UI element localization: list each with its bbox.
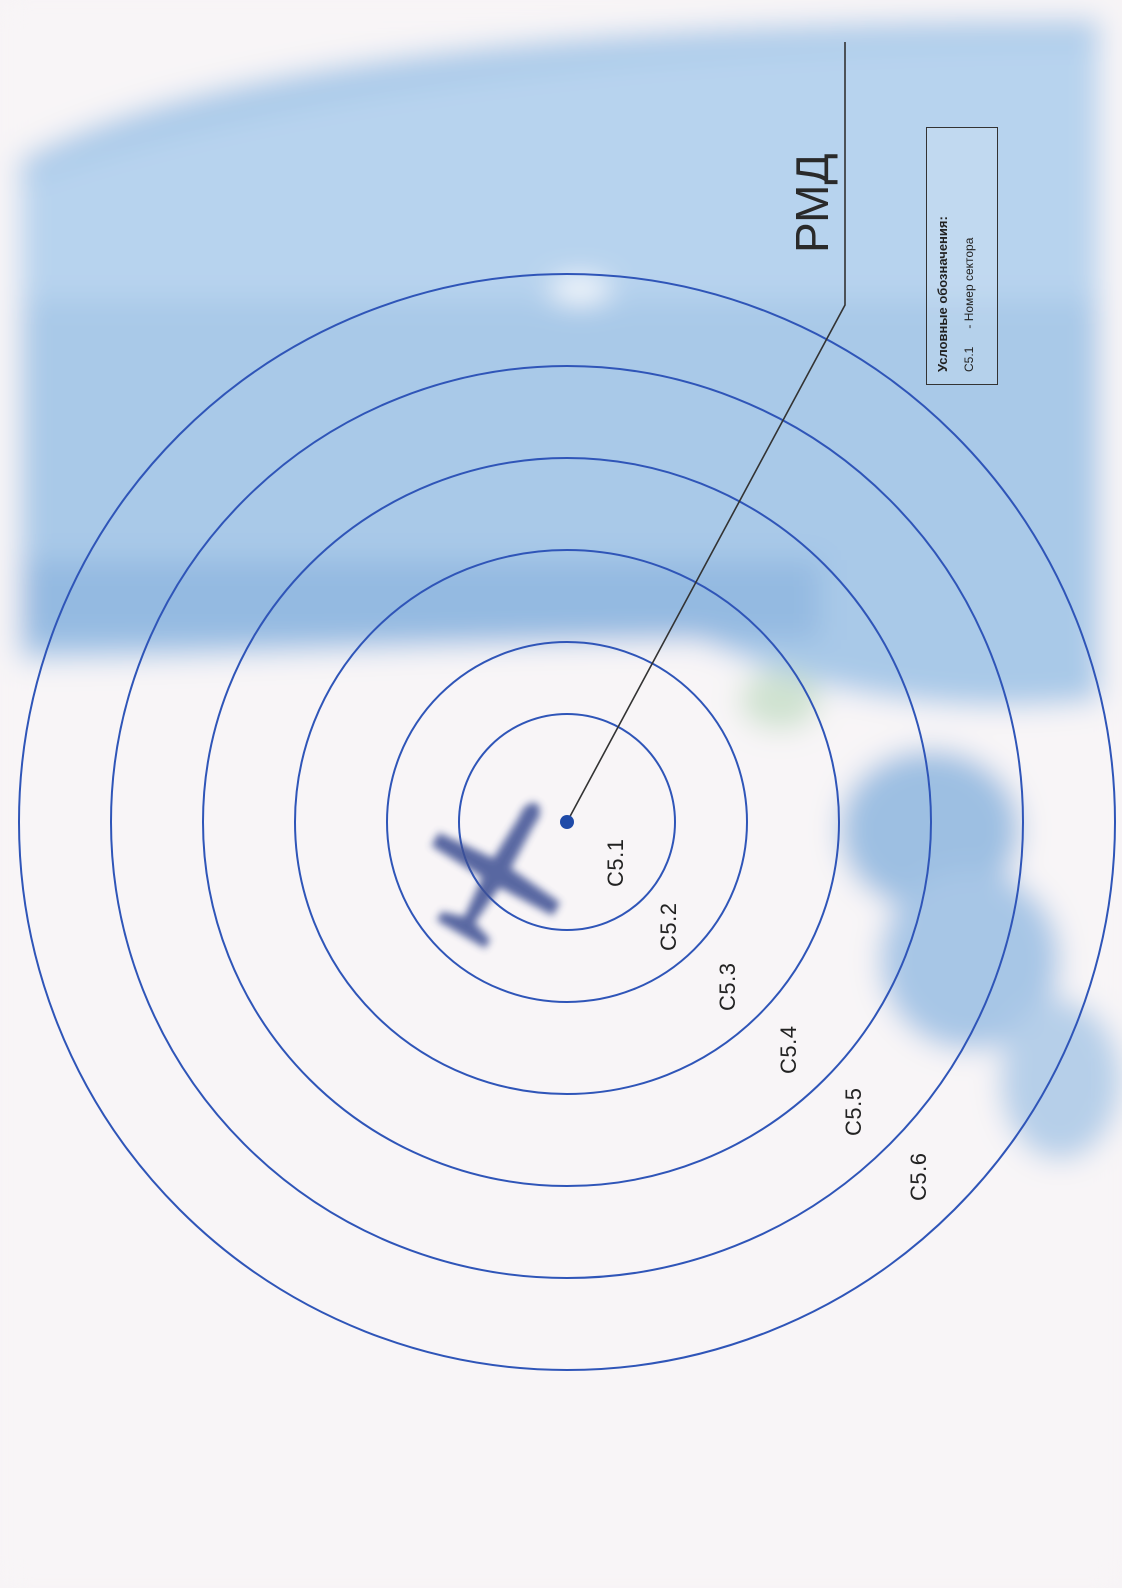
range-ring-4 — [202, 457, 932, 1187]
sector-label-c5-2: C5.2 — [656, 902, 681, 951]
sector-label-c5-5: C5.5 — [841, 1087, 866, 1136]
range-ring-3 — [294, 549, 840, 1095]
airplane-icon — [431, 802, 561, 949]
legend-item: C5.1 - Номер сектора — [962, 140, 976, 372]
range-ring-5 — [110, 365, 1024, 1279]
station-label: РМД — [786, 153, 838, 253]
sector-label-c5-4: C5.4 — [776, 1025, 801, 1074]
sector-label-c5-6: C5.6 — [906, 1152, 931, 1201]
legend-title: Условные обозначения: — [935, 216, 950, 372]
sector-label-c5-3: C5.3 — [715, 962, 740, 1011]
route-line — [566, 42, 846, 823]
range-rings — [18, 273, 1116, 1371]
center-marker — [560, 815, 574, 829]
range-ring-2 — [386, 641, 748, 1003]
range-ring-6 — [18, 273, 1116, 1371]
legend-item-code: C5.1 — [962, 346, 976, 372]
legend: Условные обозначения: C5.1 - Номер секто… — [926, 127, 998, 385]
legend-item-text: - Номер сектора — [962, 237, 976, 329]
sector-label-c5-1: C5.1 — [603, 838, 628, 887]
range-ring-1 — [458, 713, 676, 931]
